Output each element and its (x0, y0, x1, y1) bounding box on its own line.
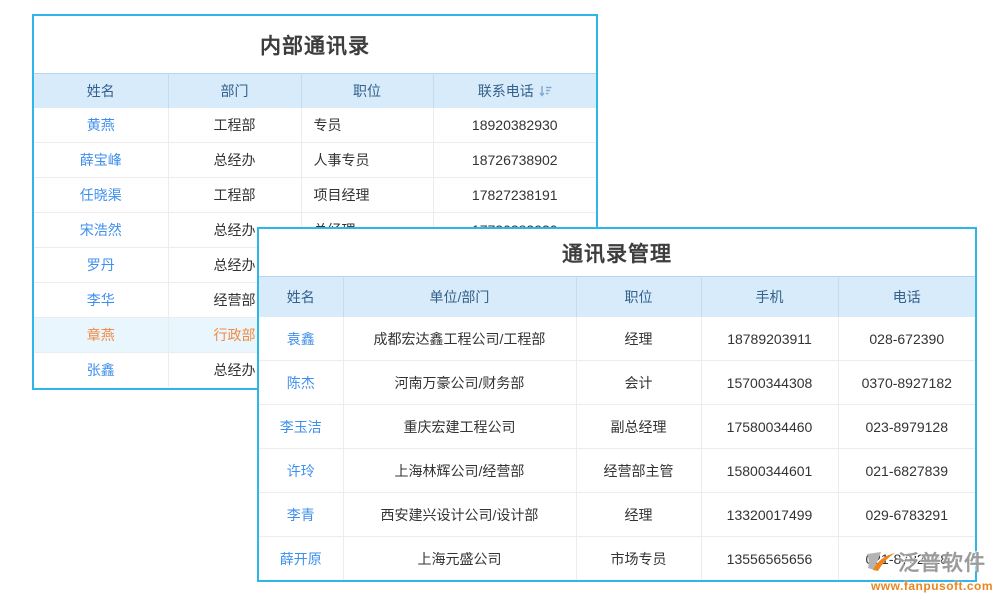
header-row: 姓名 单位/部门 职位 手机 电话 (259, 276, 975, 317)
dept-cell: 总经办 (168, 142, 302, 178)
table-row[interactable]: 陈杰 河南万豪公司/财务部 会计 15700344308 0370-892718… (259, 360, 975, 405)
table-row[interactable]: 薛开原 上海元盛公司 市场专员 13556565656 021-8782128 (259, 536, 975, 580)
vendor-watermark: 泛普软件 www.fanpusoft.com (866, 548, 998, 592)
position-cell: 副总经理 (576, 404, 702, 449)
unit-cell: 河南万豪公司/财务部 (343, 360, 577, 405)
table-row[interactable]: 李青 西安建兴设计公司/设计部 经理 13320017499 029-67832… (259, 492, 975, 537)
dept-cell: 工程部 (168, 177, 302, 213)
position-cell: 项目经理 (301, 177, 434, 213)
dept-cell: 工程部 (168, 108, 302, 143)
mobile-cell: 17580034460 (701, 404, 839, 449)
phone-cell: 021-8782128 (865, 550, 949, 567)
column-header-position: 职位 (576, 276, 702, 317)
column-header-name: 姓名 (34, 73, 169, 108)
table-row[interactable]: 袁鑫 成都宏达鑫工程公司/工程部 经理 18789203911 028-6723… (259, 317, 975, 361)
column-header-department: 部门 (168, 73, 302, 108)
mobile-cell: 13556565656 (701, 536, 839, 580)
internal-directory-title: 内部通讯录 (260, 34, 370, 58)
position-cell: 人事专员 (301, 142, 434, 178)
phone-cell: 18920382930 (433, 108, 596, 143)
phone-cell: 023-8979128 (838, 404, 975, 449)
unit-cell: 成都宏达鑫工程公司/工程部 (343, 317, 577, 361)
header-row: 姓名 部门 职位 联系电话 (34, 73, 596, 108)
name-link[interactable]: 许玲 (259, 448, 344, 493)
column-header-mobile: 手机 (701, 276, 839, 317)
phone-cell: 021-6827839 (838, 448, 975, 493)
name-link[interactable]: 薛开原 (259, 536, 344, 580)
phone-cell: 028-672390 (838, 317, 975, 361)
name-link[interactable]: 袁鑫 (259, 317, 344, 361)
position-cell: 经理 (576, 492, 702, 537)
name-link[interactable]: 章燕 (34, 317, 169, 353)
name-link[interactable]: 李玉洁 (259, 404, 344, 449)
directory-management-table: 姓名 单位/部门 职位 手机 电话 袁鑫 成都宏达鑫工程公司/工程部 经理 18… (259, 276, 975, 580)
unit-cell: 重庆宏建工程公司 (343, 404, 577, 449)
table-row[interactable]: 黄燕 工程部 专员 18920382930 (34, 108, 596, 143)
column-header-phone: 电话 (838, 276, 975, 317)
unit-cell: 上海元盛公司 (343, 536, 577, 580)
name-link[interactable]: 宋浩然 (34, 212, 169, 248)
mobile-cell: 18789203911 (701, 317, 839, 361)
column-header-unit-department: 单位/部门 (343, 276, 577, 317)
table-row[interactable]: 任晓渠 工程部 项目经理 17827238191 (34, 177, 596, 213)
directory-management-card: 通讯录管理 姓名 单位/部门 职位 手机 电话 袁鑫 成都宏达鑫工程公司/工程部… (257, 227, 977, 582)
table-row[interactable]: 许玲 上海林辉公司/经营部 经营部主管 15800344601 021-6827… (259, 448, 975, 493)
name-link[interactable]: 薛宝峰 (34, 142, 169, 178)
phone-cell: 18726738902 (433, 142, 596, 178)
position-cell: 专员 (301, 108, 434, 143)
phone-cell: 17827238191 (433, 177, 596, 213)
unit-cell: 西安建兴设计公司/设计部 (343, 492, 577, 537)
name-link[interactable]: 李华 (34, 282, 169, 318)
name-link[interactable]: 黄燕 (34, 108, 169, 143)
phone-cell: 029-6783291 (838, 492, 975, 537)
column-header-contact-phone[interactable]: 联系电话 (433, 73, 596, 108)
unit-cell: 上海林辉公司/经营部 (343, 448, 577, 493)
phone-cell: 0370-8927182 (838, 360, 975, 405)
name-link[interactable]: 陈杰 (259, 360, 344, 405)
sort-descending-icon[interactable] (539, 84, 552, 100)
column-header-position: 职位 (301, 73, 434, 108)
name-link[interactable]: 任晓渠 (34, 177, 169, 213)
column-header-name: 姓名 (259, 276, 344, 317)
vendor-brand-text: 泛普软件 (898, 551, 986, 575)
position-cell: 经营部主管 (576, 448, 702, 493)
mobile-cell: 15800344601 (701, 448, 839, 493)
table-row[interactable]: 薛宝峰 总经办 人事专员 18726738902 (34, 142, 596, 178)
mobile-cell: 15700344308 (701, 360, 839, 405)
position-cell: 会计 (576, 360, 702, 405)
name-link[interactable]: 李青 (259, 492, 344, 537)
fanpu-logo-icon (866, 548, 896, 578)
table-row[interactable]: 李玉洁 重庆宏建工程公司 副总经理 17580034460 023-897912… (259, 404, 975, 449)
name-link[interactable]: 罗丹 (34, 247, 169, 283)
directory-management-title: 通讯录管理 (562, 242, 672, 266)
mobile-cell: 13320017499 (701, 492, 839, 537)
position-cell: 经理 (576, 317, 702, 361)
position-cell: 市场专员 (576, 536, 702, 580)
name-link[interactable]: 张鑫 (34, 352, 169, 387)
vendor-url[interactable]: www.fanpusoft.com (870, 579, 994, 593)
